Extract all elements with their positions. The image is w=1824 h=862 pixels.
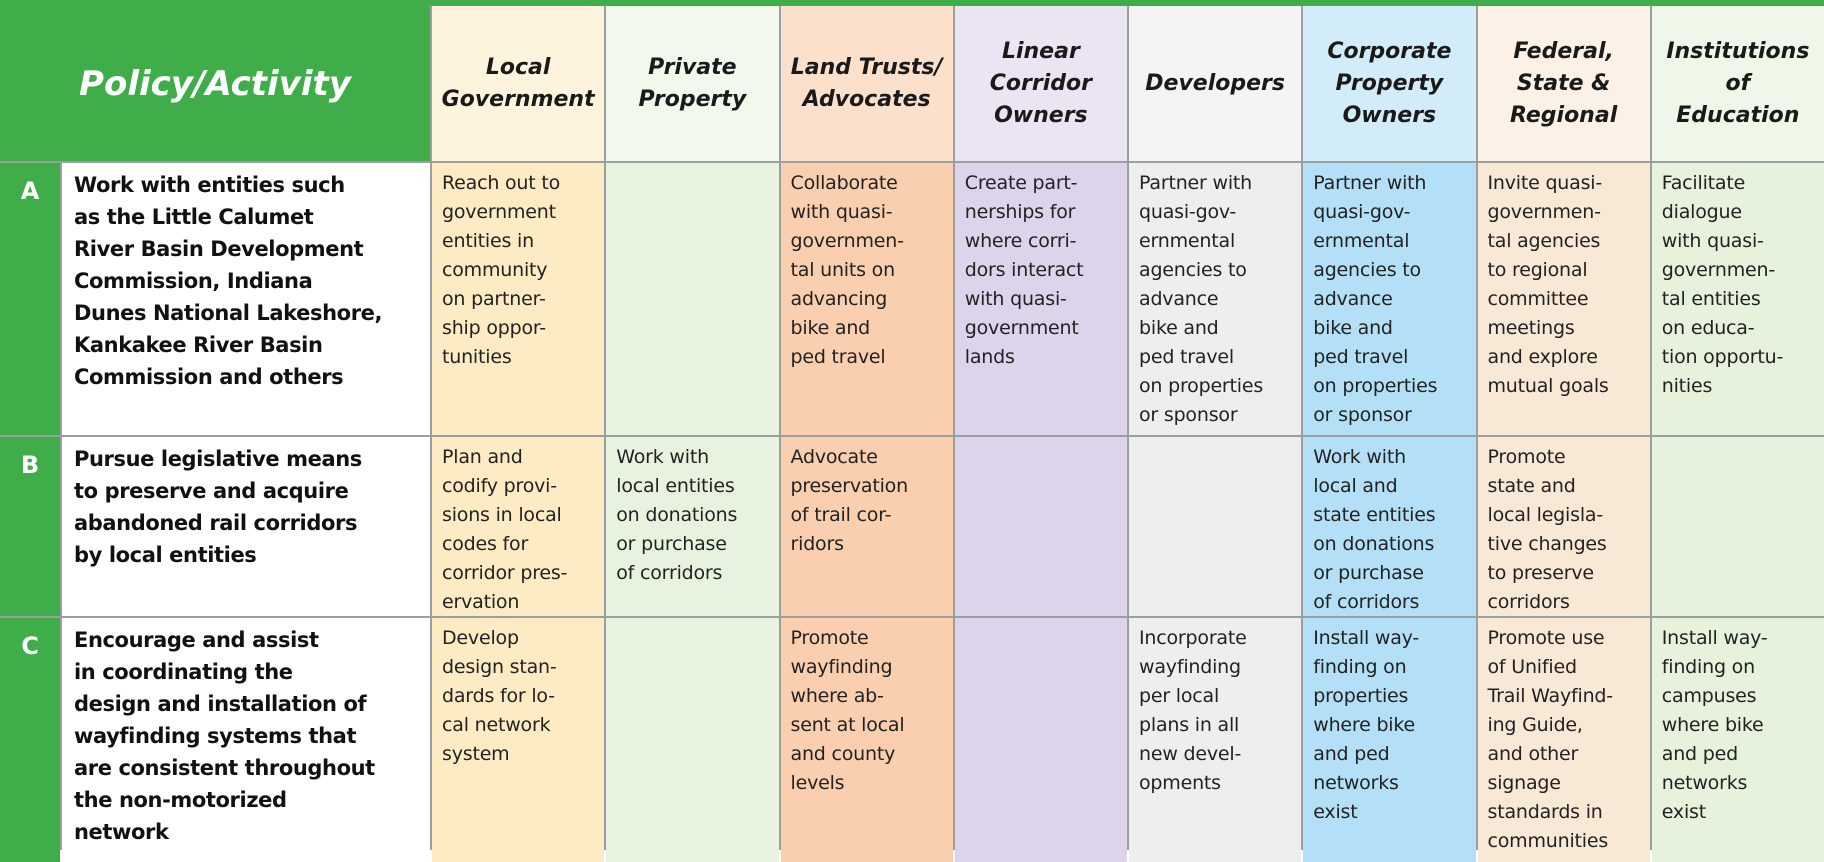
table-cell: Promote use of Unified Trail Wayfind- in… [1477,618,1650,862]
column-header: Local Government [432,6,605,161]
table-cell [954,437,1127,616]
table-cell: Reach out to government entities in comm… [432,163,605,435]
column-header: Private Property [606,6,779,161]
policy-text: Work with entities such as the Little Ca… [62,163,430,435]
table-cell [1651,437,1824,616]
table-cell: Work with local and state entities on do… [1303,437,1476,616]
column-header: Land Trusts/ Advocates [780,6,953,161]
row-letter: C [0,618,60,862]
table-cell: Install way- finding on campuses where b… [1651,618,1824,862]
column-header: Linear Corridor Owners [954,6,1127,161]
table-cell: Collaborate with quasi- governmen- tal u… [780,163,953,435]
table-cell: Advocate preservation of trail cor- rido… [780,437,953,616]
table-cell: Install way- finding on properties where… [1303,618,1476,862]
table-cell [606,163,779,435]
table-cell: Partner with quasi-gov- ernmental agenci… [1303,163,1476,435]
column-header: Institutions of Education [1651,6,1824,161]
column-header: Developers [1129,6,1302,161]
table-cell: Promote state and local legisla- tive ch… [1477,437,1650,616]
table-cell: Plan and codify provi- sions in local co… [432,437,605,616]
table-cell: Incorporate wayfinding per local plans i… [1129,618,1302,862]
table-cell: Facilitate dialogue with quasi- governme… [1651,163,1824,435]
table-cell: Partner with quasi-gov- ernmental agenci… [1129,163,1302,435]
table-cell [954,618,1127,862]
table-cell: Promote wayfinding where ab- sent at loc… [780,618,953,862]
policy-text: Pursue legislative means to preserve and… [62,437,430,616]
table-title: Policy/Activity [0,6,430,161]
policy-text: Encourage and assist in coordinating the… [62,618,430,862]
column-header: Corporate Property Owners [1303,6,1476,161]
table-cell: Invite quasi- governmen- tal agencies to… [1477,163,1650,435]
row-letter: B [0,437,60,616]
table-cell [606,618,779,862]
table-cell: Work with local entities on donations or… [606,437,779,616]
table-cell: Create part- nerships for where corri- d… [954,163,1127,435]
column-header: Federal, State & Regional [1477,6,1650,161]
table-cell: Develop design stan- dards for lo- cal n… [432,618,605,862]
table-cell [1129,437,1302,616]
row-letter: A [0,163,60,435]
